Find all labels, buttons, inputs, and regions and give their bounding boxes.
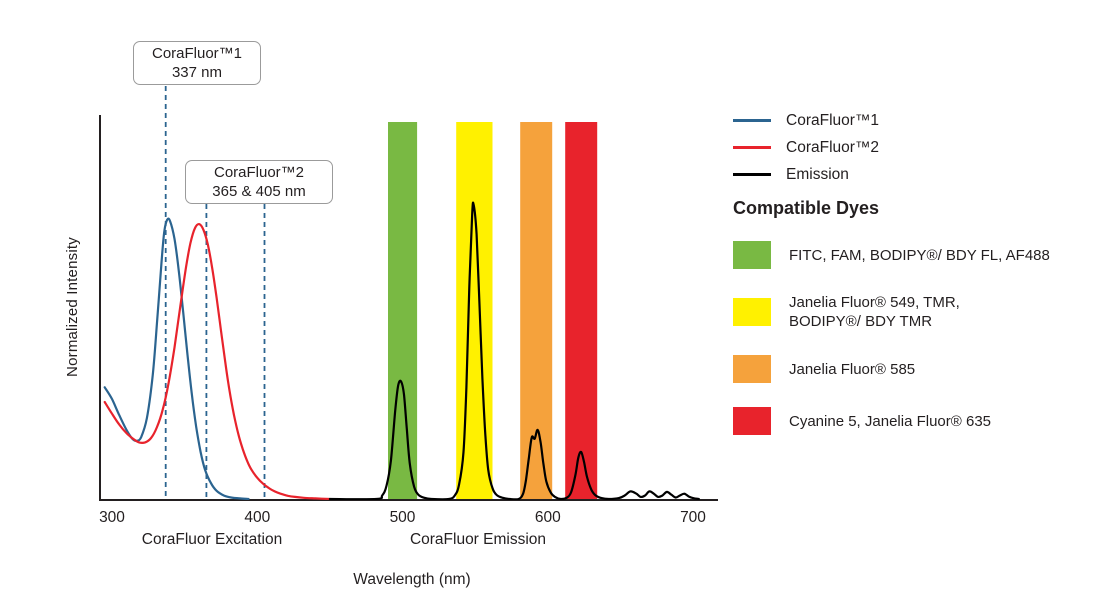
legend-label: CoraFluor™1 (786, 111, 880, 129)
x-tick-label-600: 600 (534, 509, 561, 526)
x-tick-label-400: 400 (244, 509, 271, 526)
curve-excitation-corafluor2 (103, 222, 331, 500)
x-axis-label: Wavelength (nm) (353, 571, 471, 588)
dye-label: Janelia Fluor® 585 (789, 360, 916, 378)
filter-band (520, 122, 553, 499)
callout-corafluor1-title: CoraFluor™1 (151, 45, 243, 62)
x-tick-label-300: 300 (99, 509, 125, 526)
legend-label: Emission (786, 165, 849, 183)
x-tick-label-500: 500 (389, 509, 416, 526)
filter-band (456, 122, 493, 499)
dye-label: Janelia Fluor® 549, TMR, BODIPY®/ BDY TM… (789, 294, 960, 330)
legend-label: CoraFluor™2 (786, 138, 880, 156)
compatible-dyes-panel: Compatible Dyes FITC, FAM, BODIPY®/ BDY … (733, 198, 1105, 459)
spectra-plot (99, 86, 718, 501)
dye-item-orange: Janelia Fluor® 585 (733, 355, 1105, 383)
curve-emission-emission (328, 201, 700, 500)
filter-band (565, 122, 598, 499)
dye-item-red: Cyanine 5, Janelia Fluor® 635 (733, 407, 1105, 435)
orange-filter-swatch (733, 355, 771, 383)
legend-item-corafluor1: CoraFluor™1 (733, 107, 879, 134)
spectra-curves (103, 201, 700, 500)
excitation-caption: CoraFluor Excitation (141, 531, 283, 548)
dye-item-green: FITC, FAM, BODIPY®/ BDY FL, AF488 (733, 241, 1105, 269)
emission-caption: CoraFluor Emission (409, 531, 547, 548)
dye-label: Cyanine 5, Janelia Fluor® 635 (789, 412, 992, 430)
yellow-filter-swatch (733, 298, 771, 326)
corafluor1-line-swatch (733, 119, 771, 122)
curve-excitation-corafluor1 (103, 217, 250, 500)
dye-item-yellow: Janelia Fluor® 549, TMR, BODIPY®/ BDY TM… (733, 293, 1105, 331)
callout-corafluor2-title: CoraFluor™2 (213, 164, 305, 181)
callout-corafluor2-value: 365 & 405 nm (212, 183, 306, 200)
dye-label: FITC, FAM, BODIPY®/ BDY FL, AF488 (789, 246, 1050, 264)
callout-corafluor1-value: 337 nm (171, 64, 223, 81)
callout-corafluor2: CoraFluor™2 365 & 405 nm (185, 160, 333, 204)
corafluor2-line-swatch (733, 146, 771, 149)
x-tick-label-700: 700 (680, 509, 706, 526)
callout-corafluor1: CoraFluor™1 337 nm (133, 41, 261, 85)
green-filter-swatch (733, 241, 771, 269)
compatible-dyes-title: Compatible Dyes (733, 198, 880, 218)
red-filter-swatch (733, 407, 771, 435)
y-axis-label: Normalized Intensity (64, 237, 81, 377)
excitation-dashed-lines (164, 86, 266, 499)
curve-legend: CoraFluor™1 CoraFluor™2 Emission (733, 107, 879, 188)
emission-line-swatch (733, 173, 771, 176)
legend-item-corafluor2: CoraFluor™2 (733, 134, 879, 161)
legend-item-emission: Emission (733, 161, 879, 188)
filter-bands (388, 122, 598, 499)
